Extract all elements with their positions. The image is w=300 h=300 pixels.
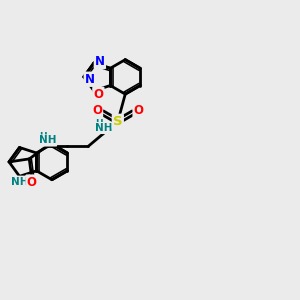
Text: O: O [134, 104, 144, 117]
Text: N: N [85, 73, 95, 86]
Text: H: H [95, 119, 103, 128]
Text: NH: NH [95, 123, 112, 133]
Text: NH: NH [39, 136, 56, 146]
Text: NH: NH [11, 177, 28, 187]
Text: O: O [27, 176, 37, 189]
Text: S: S [113, 115, 123, 128]
Text: N: N [95, 55, 105, 68]
Text: H: H [39, 131, 46, 140]
Text: O: O [93, 88, 103, 101]
Text: O: O [92, 104, 102, 117]
